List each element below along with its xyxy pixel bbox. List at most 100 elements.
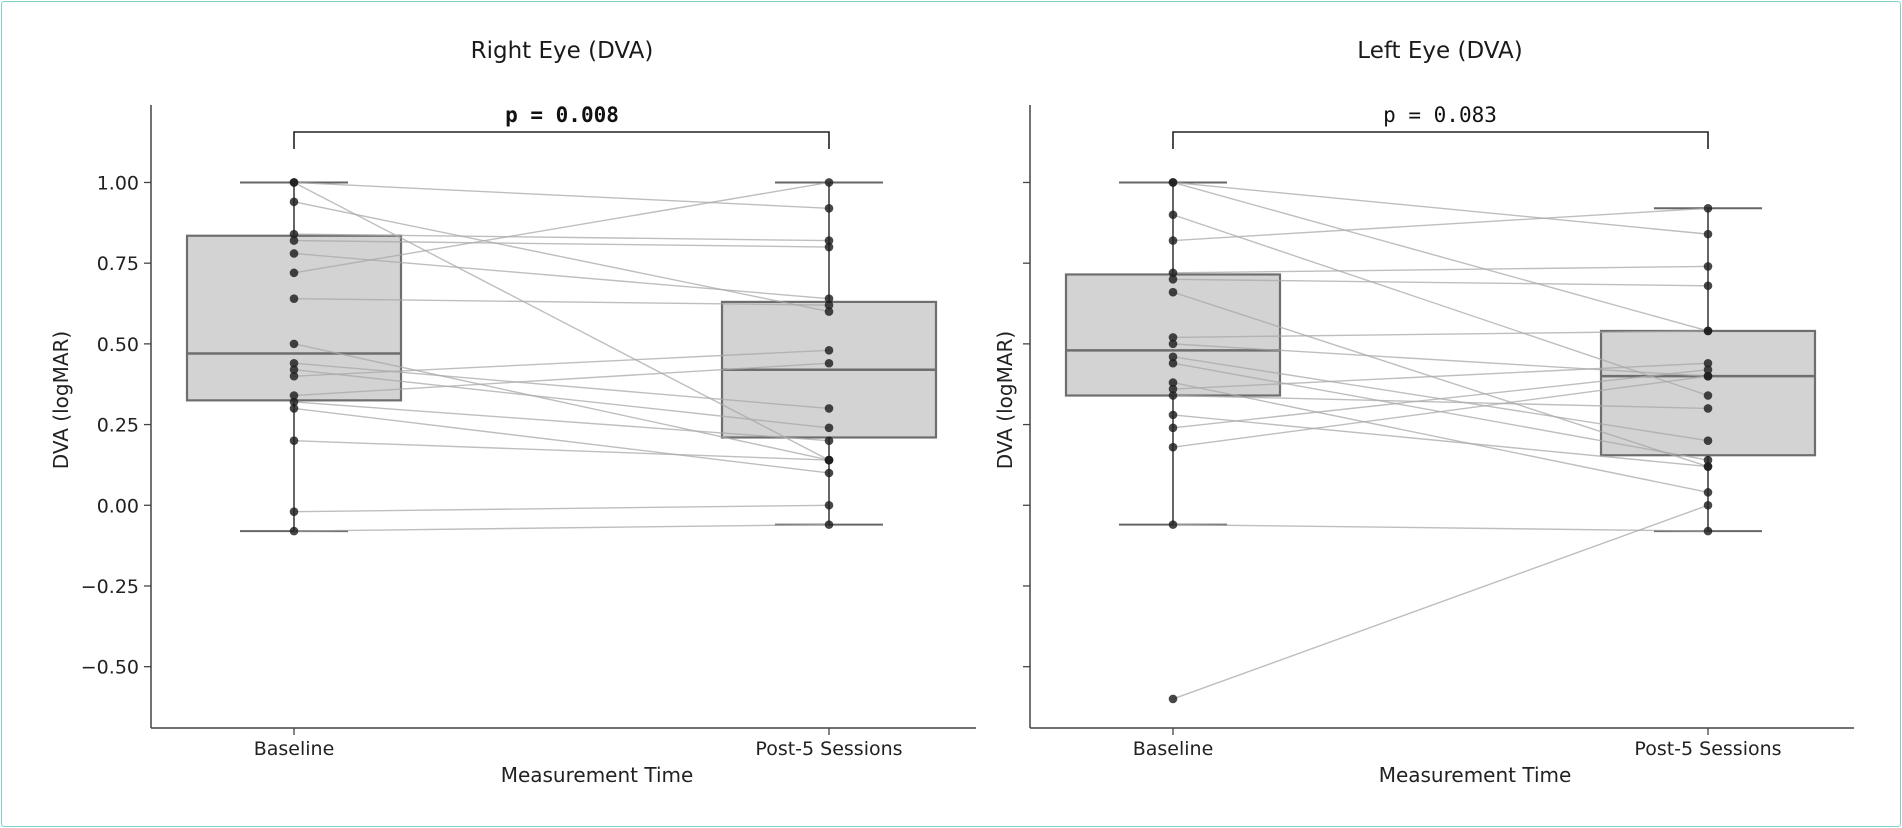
- right-eye-paired-line: [293, 504, 830, 513]
- left-eye-post-point: [1703, 436, 1713, 446]
- left-eye-paired-line: [1172, 394, 1709, 410]
- left-eye-post-point: [1703, 326, 1713, 336]
- left-eye-baseline-point: [1168, 333, 1178, 342]
- right-eye-post-point: [824, 178, 834, 187]
- right-eye-p-value: p = 0.008: [505, 103, 619, 127]
- left-eye-baseline-point: [1168, 423, 1178, 433]
- left-eye-baseline-point: [1168, 358, 1178, 368]
- right-eye-xtick-post: Post-5 Sessions: [755, 738, 902, 760]
- left-eye-paired-line: [1172, 181, 1709, 235]
- left-eye-paired-line: [1172, 523, 1709, 532]
- left-eye-xtick-baseline: Baseline: [1133, 738, 1214, 760]
- right-eye-baseline-point: [289, 268, 299, 278]
- right-eye-post-point: [824, 300, 834, 310]
- right-eye-title: Right Eye (DVA): [471, 38, 654, 64]
- left-eye-paired-line: [1172, 291, 1709, 468]
- left-eye-xtick-post: Post-5 Sessions: [1634, 738, 1781, 760]
- left-eye-post-point: [1703, 229, 1713, 239]
- left-eye-paired-line: [1172, 375, 1709, 448]
- left-eye-post-point: [1703, 500, 1713, 510]
- right-eye-paired-line: [293, 297, 830, 306]
- right-eye-post-point: [824, 358, 834, 368]
- right-eye-plot-area: −0.50 −0.25 0.00 0.25 0.50 0.75 1.00: [81, 105, 976, 735]
- right-eye-paired-line: [293, 181, 830, 209]
- right-eye-ytick-label: 0.50: [97, 334, 139, 356]
- right-eye-post-point: [824, 242, 834, 252]
- left-eye-panel: Left Eye (DVA) DVA (logMAR) Measurement …: [993, 38, 1854, 787]
- right-eye-post-point: [824, 346, 834, 355]
- right-eye-ytick-label: 0.00: [97, 495, 139, 517]
- right-eye-baseline-point: [289, 365, 299, 374]
- left-eye-baseline-point: [1168, 384, 1178, 394]
- left-eye-paired-line: [1172, 181, 1709, 332]
- left-eye-paired-line: [1172, 381, 1709, 494]
- left-eye-paired-line: [1172, 265, 1709, 274]
- right-eye-post-point: [824, 468, 834, 478]
- left-eye-post-point: [1703, 488, 1713, 497]
- right-eye-post-point: [824, 294, 834, 303]
- right-eye-paired-line: [293, 343, 830, 461]
- right-eye-post-point: [824, 236, 834, 245]
- right-eye-baseline-point: [289, 391, 299, 400]
- left-eye-baseline-point: [1168, 210, 1178, 220]
- right-eye-paired-line: [293, 181, 830, 274]
- left-eye-post-point: [1703, 203, 1713, 213]
- left-eye-post-point: [1703, 391, 1713, 400]
- right-eye-baseline-point: [289, 436, 299, 446]
- left-eye-paired-line: [1172, 207, 1709, 242]
- right-eye-baseline-point: [289, 371, 299, 381]
- right-eye-baseline-point: [289, 197, 299, 207]
- left-eye-post-point: [1703, 358, 1713, 368]
- left-eye-paired-line: [1172, 330, 1709, 339]
- right-eye-paired-line: [293, 201, 830, 313]
- right-eye-baseline-point: [289, 178, 299, 187]
- left-eye-post-point: [1703, 281, 1713, 291]
- left-eye-baseline-point: [1168, 694, 1178, 704]
- right-eye-ytick-label: −0.50: [81, 657, 139, 679]
- left-eye-baseline-point: [1168, 391, 1178, 400]
- right-eye-paired-line: [293, 239, 830, 248]
- left-eye-post-point: [1703, 371, 1713, 381]
- left-eye-post-point: [1703, 365, 1713, 374]
- right-eye-xtick-baseline: Baseline: [254, 738, 335, 760]
- right-eye-post-point: [824, 203, 834, 213]
- right-eye-paired-line: [293, 349, 830, 377]
- right-eye-paired-line: [293, 401, 830, 442]
- right-eye-paired-line: [293, 233, 830, 242]
- right-eye-baseline-point: [289, 358, 299, 368]
- left-eye-baseline-point: [1168, 178, 1178, 187]
- left-eye-baseline-point: [1168, 287, 1178, 297]
- left-eye-paired-line: [1172, 414, 1709, 468]
- left-eye-paired-line: [1172, 368, 1709, 429]
- right-eye-ytick-label: 0.25: [97, 415, 139, 437]
- left-eye-p-value: p = 0.083: [1383, 103, 1497, 127]
- left-eye-baseline-point: [1168, 520, 1178, 529]
- right-eye-post-point: [824, 307, 834, 316]
- right-eye-paired-line: [293, 362, 830, 397]
- right-eye-baseline-point: [289, 404, 299, 413]
- right-eye-paired-line: [293, 362, 830, 410]
- left-eye-paired-line: [1172, 362, 1709, 390]
- right-eye-post-point: [824, 436, 834, 446]
- right-eye-paired-line: [293, 523, 830, 532]
- right-eye-baseline-point: [289, 507, 299, 517]
- right-eye-post-point: [824, 423, 834, 433]
- right-eye-ylabel: DVA (logMAR): [49, 331, 73, 469]
- right-eye-baseline-point: [289, 229, 299, 239]
- left-eye-baseline-point: [1168, 352, 1178, 362]
- left-eye-baseline-point: [1168, 268, 1178, 278]
- right-eye-xlabel: Measurement Time: [501, 763, 694, 787]
- left-eye-post-point: [1703, 262, 1713, 271]
- right-eye-ytick-label: 1.00: [97, 172, 139, 194]
- right-eye-panel: Right Eye (DVA) DVA (logMAR) Measurement…: [49, 38, 976, 787]
- right-eye-baseline-point: [289, 249, 299, 258]
- right-eye-baseline-point: [289, 339, 299, 349]
- left-eye-baseline-point: [1168, 442, 1178, 452]
- right-eye-ytick-label: −0.25: [81, 576, 139, 598]
- left-eye-paired-line: [1172, 504, 1709, 700]
- left-eye-paired-line: [1172, 214, 1709, 397]
- right-eye-post-point: [824, 404, 834, 413]
- left-eye-post-point: [1703, 404, 1713, 413]
- right-eye-baseline-point: [289, 294, 299, 303]
- right-eye-paired-line: [293, 440, 830, 461]
